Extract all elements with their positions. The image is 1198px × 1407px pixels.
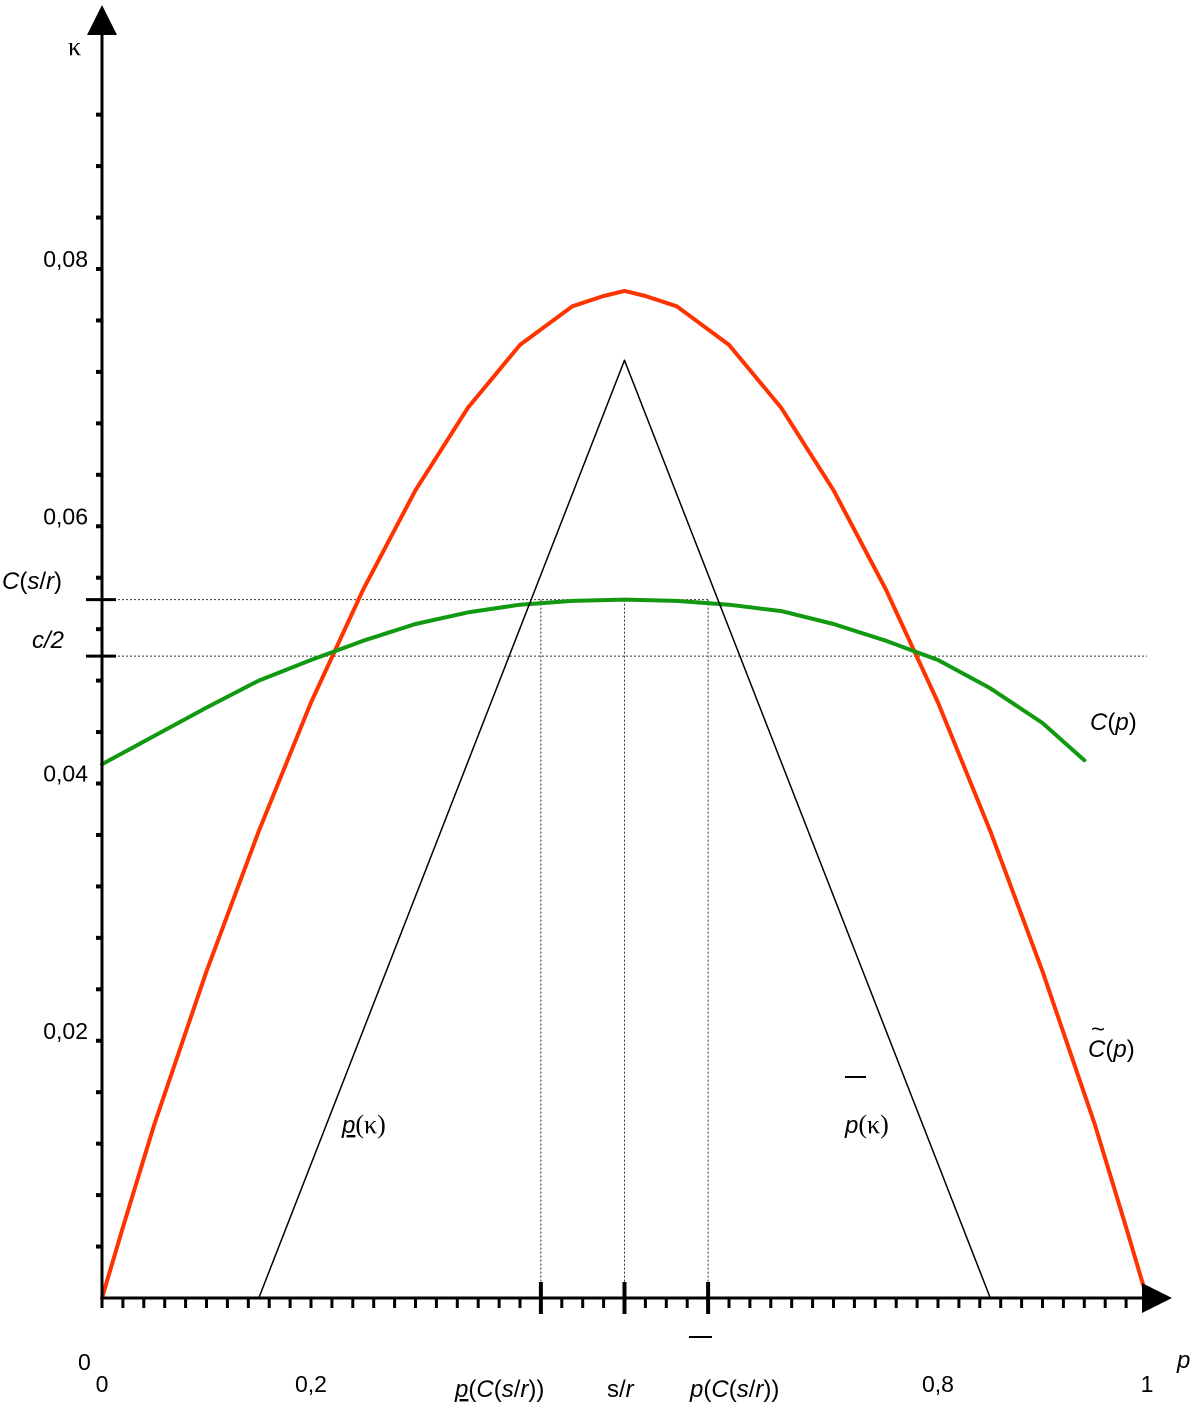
label-C-tilde-tilde: ~ — [1091, 1016, 1105, 1043]
label-p-lower-kappa: p(κ) — [341, 1110, 386, 1139]
axes — [87, 5, 1172, 1313]
y-tick-label: 0,02 — [43, 1018, 88, 1044]
origin-label: 0 — [78, 1349, 91, 1375]
x-label-p-lower: p(C(s/r)) — [454, 1376, 544, 1403]
x-tick-label: 0,2 — [295, 1371, 327, 1397]
y-label-C-sr: C(s/r) — [2, 568, 62, 595]
x-label-s-over-r: s/r — [607, 1376, 635, 1403]
ticks: 0 0,2 0,8 1 0,02 0,04 0,06 0,08 — [43, 112, 1154, 1397]
x-tick-label: 0,8 — [922, 1371, 954, 1397]
series-c_green — [100, 597, 1087, 767]
y-axis-label: κ — [68, 32, 81, 61]
x-tick-label: 0 — [96, 1371, 109, 1397]
y-tick-label: 0,06 — [43, 503, 88, 529]
x-tick-label: 1 — [1141, 1371, 1154, 1397]
guide-lines — [102, 599, 1147, 1298]
series-p_lower_line — [258, 359, 626, 1299]
series-p_upper_line — [623, 359, 992, 1299]
label-C-p: C(p) — [1090, 709, 1137, 736]
y-tick-label: 0,04 — [43, 761, 88, 787]
series-layer — [100, 288, 1149, 1300]
series-c_tilde — [100, 288, 1149, 1300]
y-tick-label: 0,08 — [43, 246, 88, 272]
x-axis-label: p — [1176, 1347, 1190, 1374]
label-C-tilde-p: C(p) — [1088, 1036, 1135, 1063]
label-p-upper-kappa: p(κ) — [844, 1110, 889, 1139]
y-label-c-half: c/2 — [32, 627, 64, 654]
x-label-p-upper: p(C(s/r)) — [689, 1376, 779, 1403]
